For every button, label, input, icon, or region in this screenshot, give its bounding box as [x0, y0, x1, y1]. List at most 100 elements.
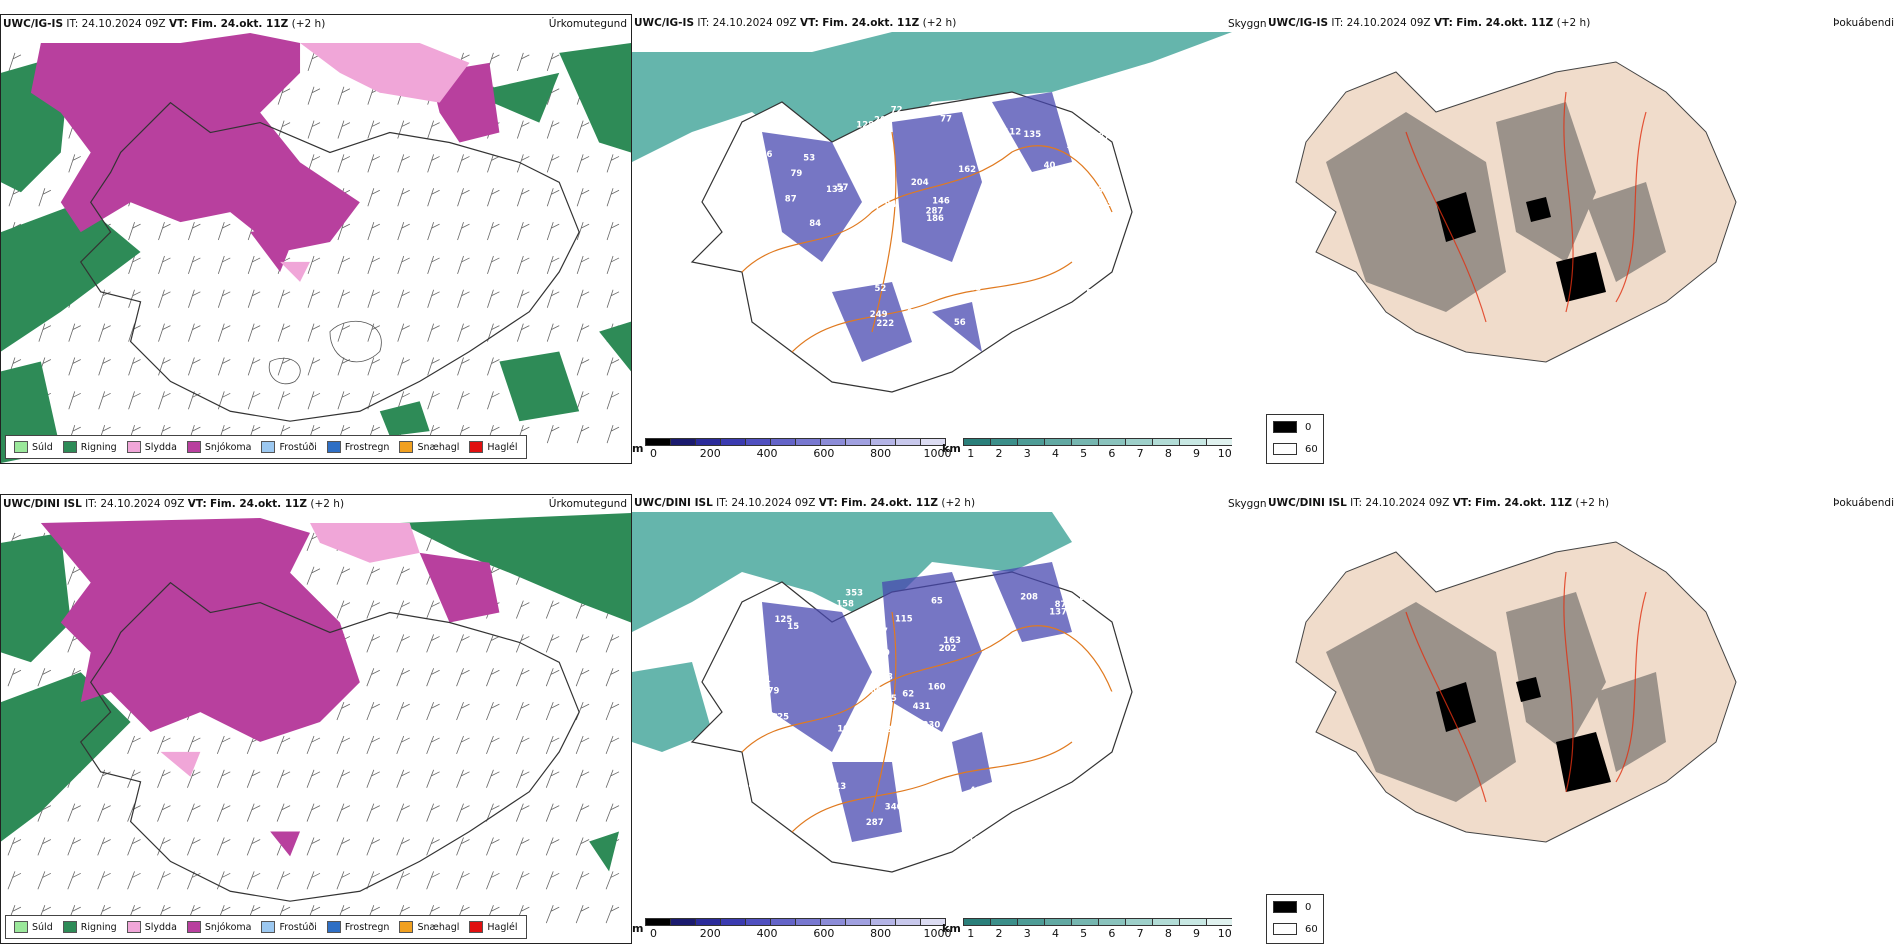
header-ptype-bottom: UWC/DINI ISL IT: 24.10.2024 09Z VT: Fim.… — [1, 495, 631, 513]
wind-barb — [486, 668, 500, 687]
legend-item: Haglél — [469, 441, 518, 453]
fog-map-svg — [1295, 541, 1737, 843]
elevation-label: 159 — [1029, 680, 1047, 690]
elevation-label: 163 — [943, 636, 961, 646]
cloud-base-segment — [820, 918, 847, 926]
cloud-base-tick-label: 1000 — [923, 447, 952, 460]
legend-item: Slydda — [126, 921, 177, 933]
wind-barb — [306, 837, 321, 856]
elevation-label: 80 — [806, 291, 818, 301]
visibility-tick-label: 5 — [1080, 927, 1088, 940]
wind-barb — [187, 803, 201, 822]
wind-barb — [486, 769, 500, 788]
wind-barb — [307, 289, 321, 308]
elevation-label: 179 — [729, 775, 747, 785]
wind-barb — [456, 871, 470, 890]
legend-item: Rigning — [62, 921, 117, 933]
cloud-map[interactable]: 179 187 133 259 162 53 322 204 11 57 188 176 17 146 52… — [632, 32, 1232, 434]
wind-barb — [427, 221, 440, 241]
cloud-base-segment — [770, 918, 797, 926]
legend-label: Frostúði — [279, 921, 317, 933]
visibility-tick-label: 3 — [1023, 447, 1031, 460]
wind-barb — [38, 188, 52, 207]
elevation-label: 161 — [753, 675, 771, 685]
legend-item: Súld — [14, 921, 53, 933]
ptype-map[interactable] — [1, 33, 631, 463]
cloud-base-segment — [895, 918, 922, 926]
visibility-segment — [1178, 918, 1207, 926]
legend-label: Haglél — [487, 921, 518, 933]
wind-barb — [217, 255, 231, 275]
wind-barb — [426, 735, 440, 755]
it-value: 24.10.2024 09Z — [731, 497, 816, 509]
legend-swatch — [62, 441, 77, 453]
wind-barb — [216, 735, 231, 755]
wind-barb — [427, 323, 440, 342]
elevation-label: 11 — [761, 293, 773, 303]
legend-label: Súld — [32, 441, 53, 453]
elevation-label: 146 — [932, 197, 950, 207]
wind-barb — [487, 391, 500, 410]
wind-barb — [546, 323, 560, 342]
wind-barb — [128, 357, 141, 376]
wind-barb — [546, 52, 560, 71]
elevation-label: 59 — [878, 649, 890, 659]
cloud-base-tick-label: 600 — [813, 447, 835, 460]
legend-label: Frostregn — [344, 921, 390, 933]
ptype-map[interactable] — [1, 513, 631, 943]
wind-barb — [246, 871, 261, 890]
cloud-map[interactable]: 353 209 202 480 197 225 229 242 167 202 431 227 158 1… — [632, 512, 1232, 914]
fog-legend: 0 60 — [1266, 414, 1324, 464]
elevation-label: 204 — [911, 178, 929, 188]
wind-barb — [456, 837, 470, 856]
wind-barb — [546, 221, 560, 241]
legend-swatch — [326, 441, 341, 453]
cloud-base-tick-label: 200 — [699, 927, 721, 940]
wind-barb — [216, 769, 231, 788]
wind-barb — [575, 735, 590, 755]
vt-label: VT: — [1452, 497, 1472, 509]
wind-barb — [545, 735, 560, 755]
wind-barb — [337, 357, 351, 376]
elevation-label: 133 — [1066, 141, 1084, 151]
elevation-label: 115 — [914, 358, 932, 368]
wind-barb — [515, 871, 530, 890]
legend-label: Snæhagl — [417, 921, 460, 933]
elevation-label: 186 — [755, 150, 773, 160]
wind-barb — [546, 188, 560, 207]
wind-barb — [456, 668, 470, 687]
wind-barb — [188, 391, 201, 410]
fog-shading — [1326, 592, 1666, 802]
elevation-label: 62 — [902, 690, 914, 700]
wind-barb — [307, 120, 321, 139]
elevation-label: 115 — [895, 615, 913, 625]
cloud-base-tick-label: 800 — [870, 447, 892, 460]
wind-barb — [217, 289, 231, 308]
elevation-label: 90 — [804, 341, 816, 351]
it-label: IT: — [85, 498, 98, 510]
wind-barb — [367, 120, 380, 139]
elevation-label: 101 — [1078, 593, 1096, 603]
elevation-label: 105 — [874, 206, 892, 216]
elevation-label: 229 — [742, 628, 760, 638]
elevation-label: 368 — [1034, 805, 1052, 815]
fog-map[interactable] — [1266, 512, 1900, 944]
fog-legend-label: 60 — [1305, 923, 1318, 935]
cloud-base-segment — [745, 438, 772, 446]
visibility-segment — [1070, 438, 1099, 446]
elevation-label: 228 — [996, 649, 1014, 659]
fog-legend: 0 60 — [1266, 894, 1324, 944]
vt-value: Fim. 24.okt. 11Z — [1456, 17, 1554, 29]
visibility-tick-label: 9 — [1193, 927, 1201, 940]
fog-dense — [1436, 677, 1611, 792]
elevation-label: 15 — [787, 622, 799, 632]
wind-barb — [336, 769, 351, 788]
legend-swatch — [126, 921, 141, 933]
legend-label: Haglél — [487, 441, 518, 453]
wind-barb — [516, 221, 530, 241]
snow-area — [30, 33, 500, 272]
fog-map[interactable] — [1266, 32, 1900, 464]
wind-barb — [545, 871, 560, 890]
wind-barb — [396, 566, 410, 585]
elevation-label: 186 — [926, 214, 944, 224]
